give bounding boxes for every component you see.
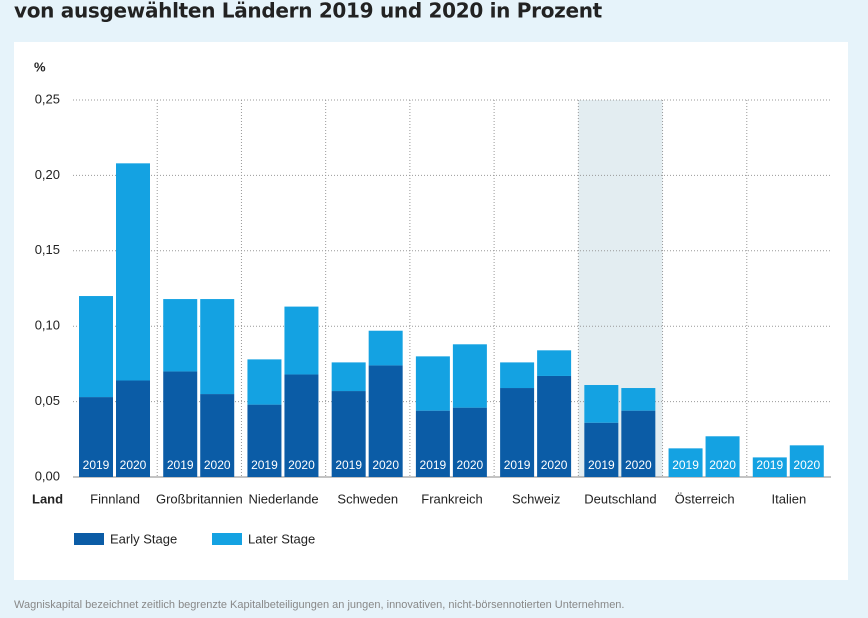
- year-label: 2019: [167, 458, 194, 472]
- year-label: 2019: [504, 458, 531, 472]
- x-label: Land: [32, 491, 63, 506]
- bar-segment: [79, 296, 113, 398]
- year-label: 2020: [793, 458, 820, 472]
- year-label: 2020: [120, 458, 147, 472]
- year-label: 2020: [457, 458, 484, 472]
- bar-segment: [500, 362, 535, 389]
- bar-segment: [200, 299, 235, 395]
- bar-segment: [284, 306, 319, 375]
- bar-segment: [415, 410, 450, 477]
- bar-segment: [200, 394, 235, 477]
- bar-segment: [584, 385, 619, 423]
- y-tick-label: 0,00: [35, 468, 60, 483]
- x-tick-label: Niederlande: [249, 491, 319, 506]
- year-label: 2020: [372, 458, 399, 472]
- year-label: 2020: [709, 458, 736, 472]
- x-tick-label: Finnland: [90, 491, 140, 506]
- year-label: 2019: [756, 458, 783, 472]
- bar-segment: [537, 375, 572, 477]
- bar-segment: [79, 397, 113, 477]
- year-label: 2020: [541, 458, 568, 472]
- y-tick-label: 0,15: [35, 242, 60, 257]
- bar-segment: [331, 362, 366, 392]
- x-tick-label: Schweiz: [512, 491, 560, 506]
- panel: [14, 42, 848, 580]
- bar-segment: [247, 359, 282, 405]
- bar-segment: [116, 380, 150, 477]
- year-label: 2019: [335, 458, 362, 472]
- legend-swatch: [212, 533, 242, 545]
- year-label: 2019: [588, 458, 615, 472]
- bar-segment: [452, 407, 487, 477]
- year-label: 2019: [672, 458, 699, 472]
- bar-segment: [500, 388, 535, 477]
- year-label: 2019: [251, 458, 278, 472]
- bar-segment: [368, 330, 403, 366]
- year-label: 2020: [288, 458, 315, 472]
- bar-segment: [621, 410, 656, 477]
- x-tick-label: Deutschland: [584, 491, 656, 506]
- bar-segment: [537, 350, 572, 376]
- chart-title: von ausgewählten Ländern 2019 und 2020 i…: [14, 0, 603, 23]
- bar-segment: [415, 356, 450, 411]
- legend-label: Early Stage: [110, 531, 177, 546]
- y-tick-label: 0,20: [35, 167, 60, 182]
- bar-segment: [163, 371, 198, 477]
- x-tick-label: Italien: [772, 491, 807, 506]
- bar-segment: [705, 436, 740, 477]
- x-tick-label: Großbritannien: [156, 491, 243, 506]
- bar-segment: [789, 445, 824, 477]
- y-tick-label: 0,10: [35, 318, 60, 333]
- footnote: Wagniskapital bezeichnet zeitlich begren…: [14, 599, 624, 611]
- bar-segment: [116, 163, 150, 381]
- year-label: 2019: [83, 458, 110, 472]
- bar-segment: [331, 391, 366, 477]
- x-tick-label: Frankreich: [421, 491, 482, 506]
- bar-segment: [247, 404, 282, 477]
- y-tick-label: 0,05: [35, 393, 60, 408]
- bar-segment: [621, 388, 656, 411]
- bar-segment: [752, 457, 787, 477]
- year-label: 2020: [625, 458, 652, 472]
- year-label: 2019: [420, 458, 447, 472]
- bar-segment: [668, 448, 703, 477]
- bar-segment: [284, 374, 319, 477]
- year-label: 2020: [204, 458, 231, 472]
- bar-segment: [368, 365, 403, 477]
- legend-swatch: [74, 533, 104, 545]
- y-unit: %: [34, 59, 46, 74]
- y-tick-label: 0,25: [35, 91, 60, 106]
- x-tick-label: Schweden: [337, 491, 398, 506]
- bar-segment: [163, 299, 198, 372]
- legend-label: Later Stage: [248, 531, 315, 546]
- bar-segment: [452, 344, 487, 408]
- x-tick-label: Österreich: [675, 491, 735, 506]
- bar-segment: [584, 422, 619, 477]
